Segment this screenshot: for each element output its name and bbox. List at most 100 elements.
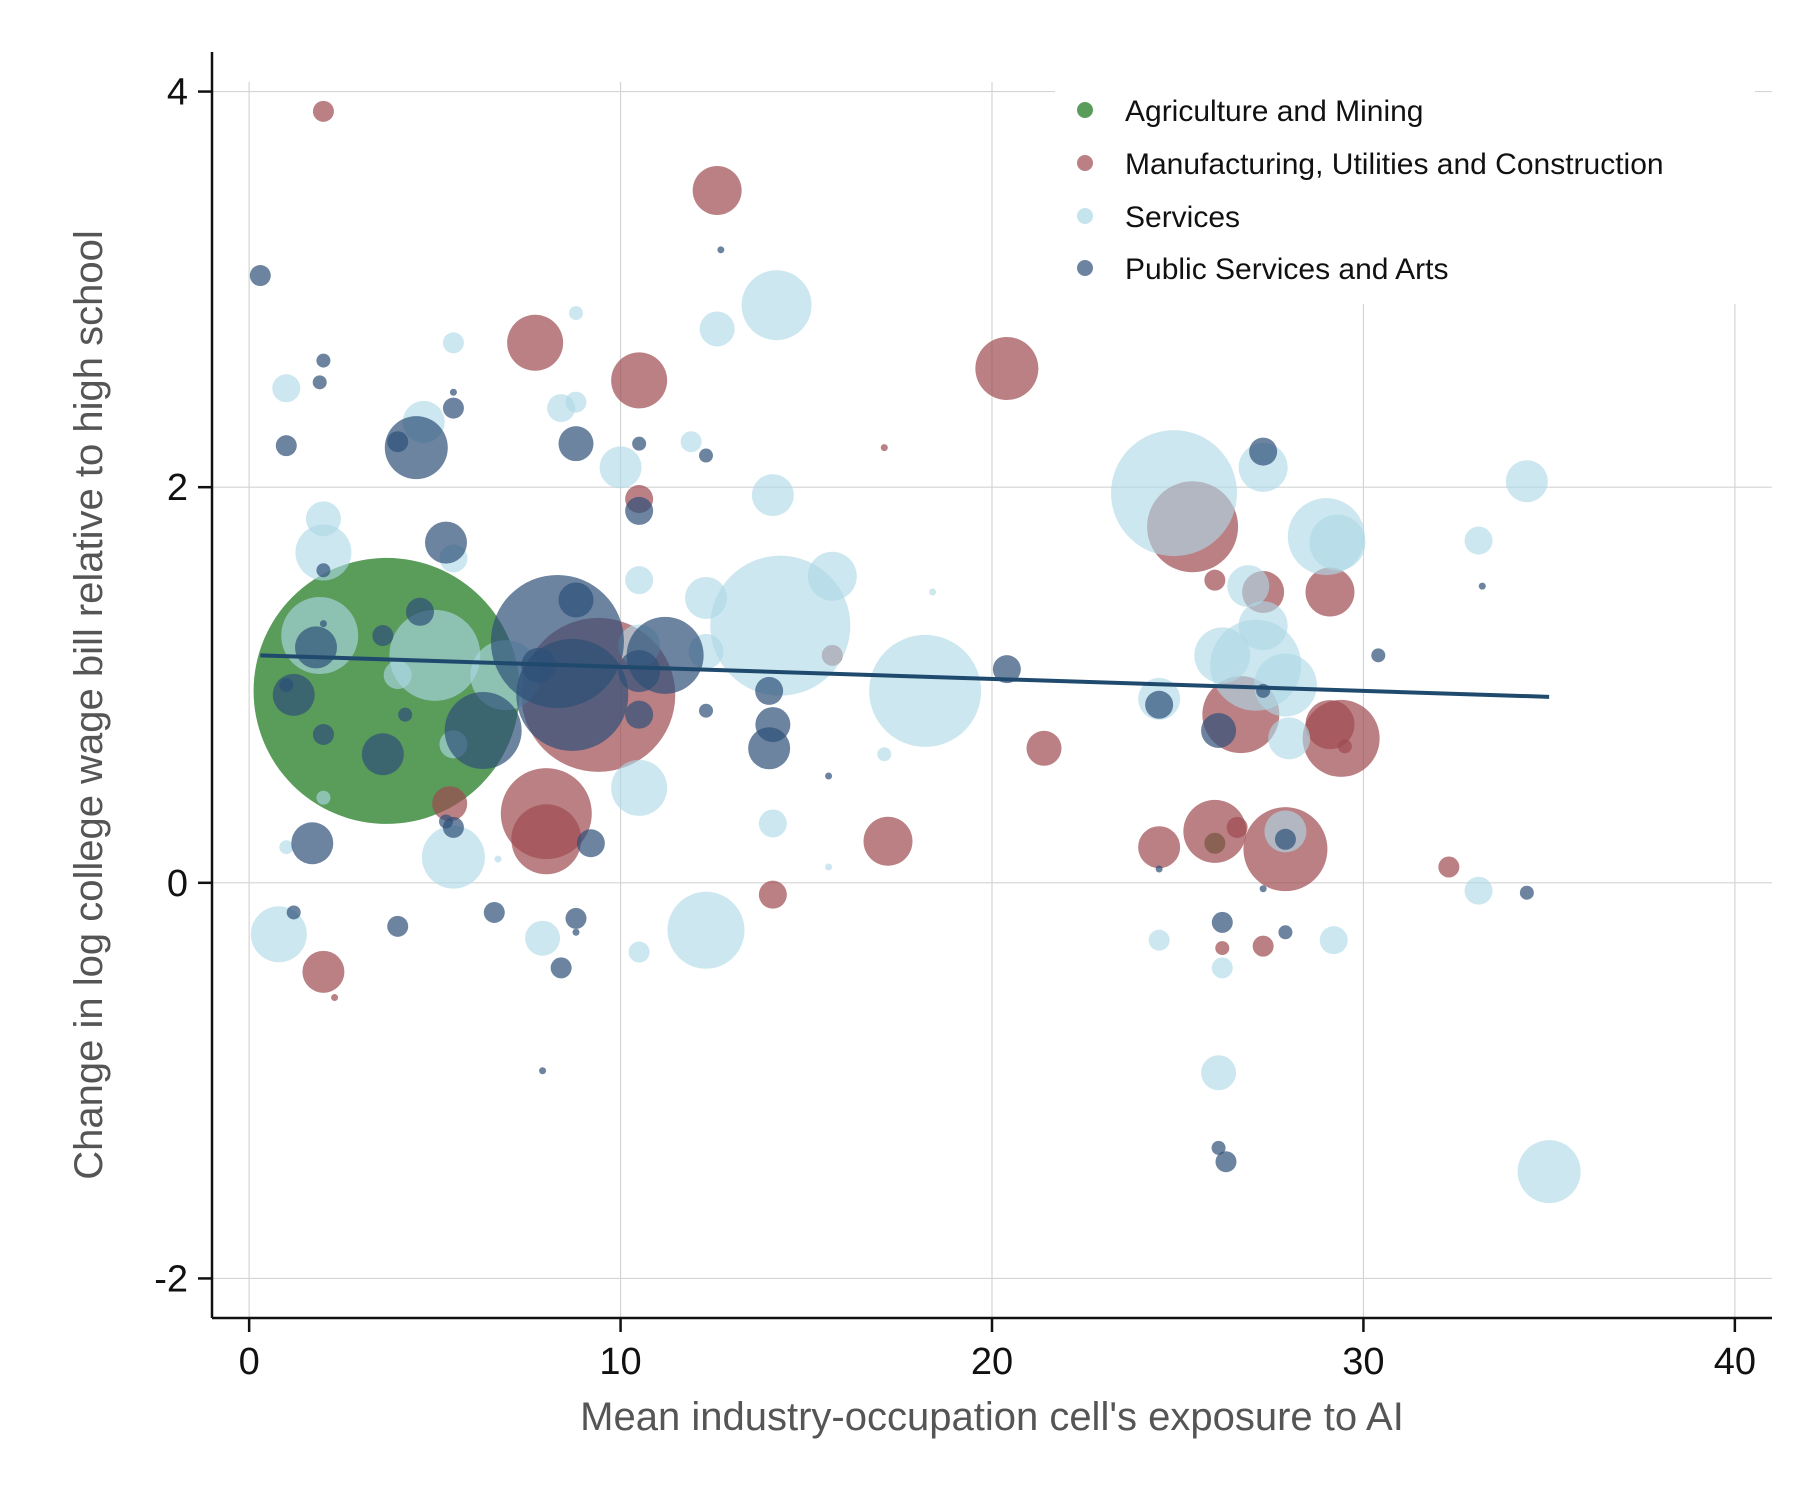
data-point	[442, 332, 464, 354]
data-point	[1478, 582, 1486, 590]
data-point	[611, 352, 668, 409]
data-point	[1145, 690, 1174, 719]
data-point	[625, 566, 654, 595]
data-point	[625, 496, 654, 525]
data-point	[863, 816, 913, 866]
data-point	[432, 786, 468, 822]
data-point	[1226, 816, 1248, 838]
data-point	[331, 994, 339, 1002]
data-point	[1204, 569, 1226, 591]
data-point	[425, 521, 467, 564]
legend-label-manufacturing: Manufacturing, Utilities and Constructio…	[1125, 148, 1664, 181]
data-point	[611, 759, 668, 816]
legend-marker-services	[1077, 208, 1093, 224]
x-tick-label: 10	[599, 1341, 641, 1383]
data-point	[929, 588, 937, 596]
data-point	[516, 638, 629, 751]
data-point	[442, 397, 464, 419]
data-point	[1302, 699, 1380, 777]
x-tick-label: 40	[1714, 1341, 1756, 1383]
legend-marker-agriculture	[1077, 102, 1093, 118]
y-axis-title: Change in log college wage bill relative…	[67, 230, 111, 1180]
data-point	[483, 901, 505, 923]
data-point	[1259, 885, 1267, 893]
data-point	[1183, 799, 1247, 863]
data-point	[1211, 957, 1233, 979]
data-point	[825, 863, 833, 871]
data-point	[507, 314, 564, 371]
data-point	[558, 426, 594, 462]
data-point	[406, 597, 434, 626]
data-point	[302, 950, 345, 993]
data-point	[550, 957, 572, 979]
data-point	[565, 907, 587, 929]
data-point	[869, 634, 982, 747]
data-point	[758, 809, 787, 838]
data-point	[599, 446, 642, 489]
data-point	[279, 840, 294, 855]
data-point	[449, 388, 457, 396]
data-point	[880, 444, 888, 452]
data-point	[286, 905, 301, 920]
data-point	[1249, 437, 1278, 466]
data-point	[1305, 567, 1355, 617]
data-point	[751, 474, 794, 517]
legend-marker-public-services	[1077, 260, 1093, 276]
data-point	[312, 375, 327, 390]
data-point	[316, 790, 331, 805]
data-point	[1309, 514, 1366, 571]
data-point	[625, 700, 654, 729]
data-point	[1201, 712, 1237, 748]
data-point	[569, 306, 583, 321]
data-point	[699, 311, 735, 347]
data-point	[1464, 526, 1493, 555]
data-point	[825, 772, 833, 780]
data-point	[384, 416, 448, 480]
data-point	[295, 524, 352, 581]
data-point	[717, 246, 725, 254]
data-point	[1111, 430, 1237, 557]
data-point	[1464, 876, 1493, 905]
data-point	[319, 620, 327, 628]
data-point	[291, 822, 334, 865]
y-tick-label: -2	[154, 1258, 188, 1300]
x-tick-label: 20	[971, 1341, 1013, 1383]
data-point	[494, 855, 502, 863]
data-point	[975, 337, 1039, 400]
data-point	[1155, 865, 1163, 873]
data-point	[628, 941, 650, 963]
data-point	[1517, 1140, 1581, 1204]
data-point	[421, 825, 485, 889]
data-point	[312, 723, 334, 745]
data-point	[758, 880, 787, 909]
fit-line	[260, 653, 1550, 699]
data-point	[667, 891, 745, 969]
data-point	[1138, 826, 1181, 869]
data-point	[387, 915, 409, 937]
data-point	[618, 650, 661, 693]
data-point	[1438, 856, 1460, 878]
data-point	[692, 165, 742, 215]
data-point	[511, 804, 582, 875]
data-point	[1519, 885, 1534, 900]
data-point	[699, 448, 713, 463]
data-point	[748, 727, 791, 770]
legend-label-services: Services	[1125, 201, 1240, 234]
data-point	[1274, 828, 1296, 850]
data-point	[1252, 935, 1274, 957]
data-point	[372, 625, 394, 647]
legend-label-agriculture: Agriculture and Mining	[1125, 95, 1424, 128]
data-point	[1201, 1055, 1237, 1091]
data-point	[1278, 925, 1293, 940]
data-point	[250, 906, 307, 963]
data-point	[1211, 911, 1233, 933]
data-point	[1371, 648, 1386, 663]
data-point	[1215, 941, 1230, 956]
data-point	[1268, 717, 1311, 760]
x-axis-title: Mean industry-occupation cell's exposure…	[580, 1395, 1404, 1439]
legend: Agriculture and Mining Manufacturing, Ut…	[1055, 82, 1755, 304]
data-points	[249, 100, 1581, 1204]
data-point	[572, 928, 580, 936]
legend-box	[1055, 82, 1755, 304]
